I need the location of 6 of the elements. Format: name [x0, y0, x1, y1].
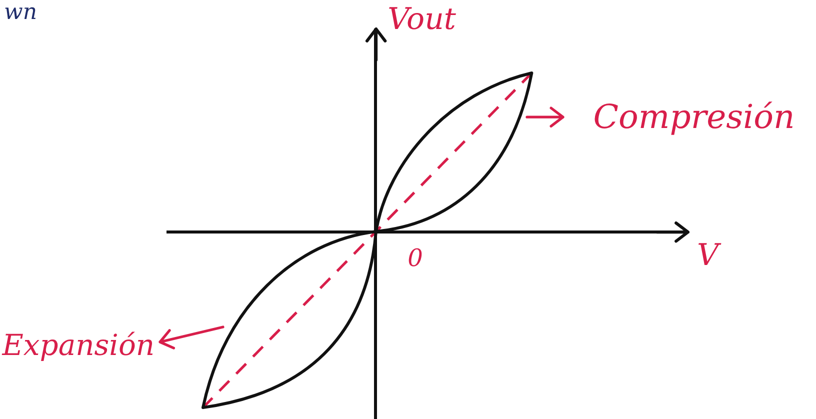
chart-title: wn [4, 0, 37, 26]
annotation: 0 [408, 244, 423, 273]
annotation: Compresión [593, 97, 795, 138]
x-axis-title: V [697, 238, 719, 274]
y-axis-title: Vout [388, 2, 456, 38]
text: Expansión [2, 328, 155, 363]
